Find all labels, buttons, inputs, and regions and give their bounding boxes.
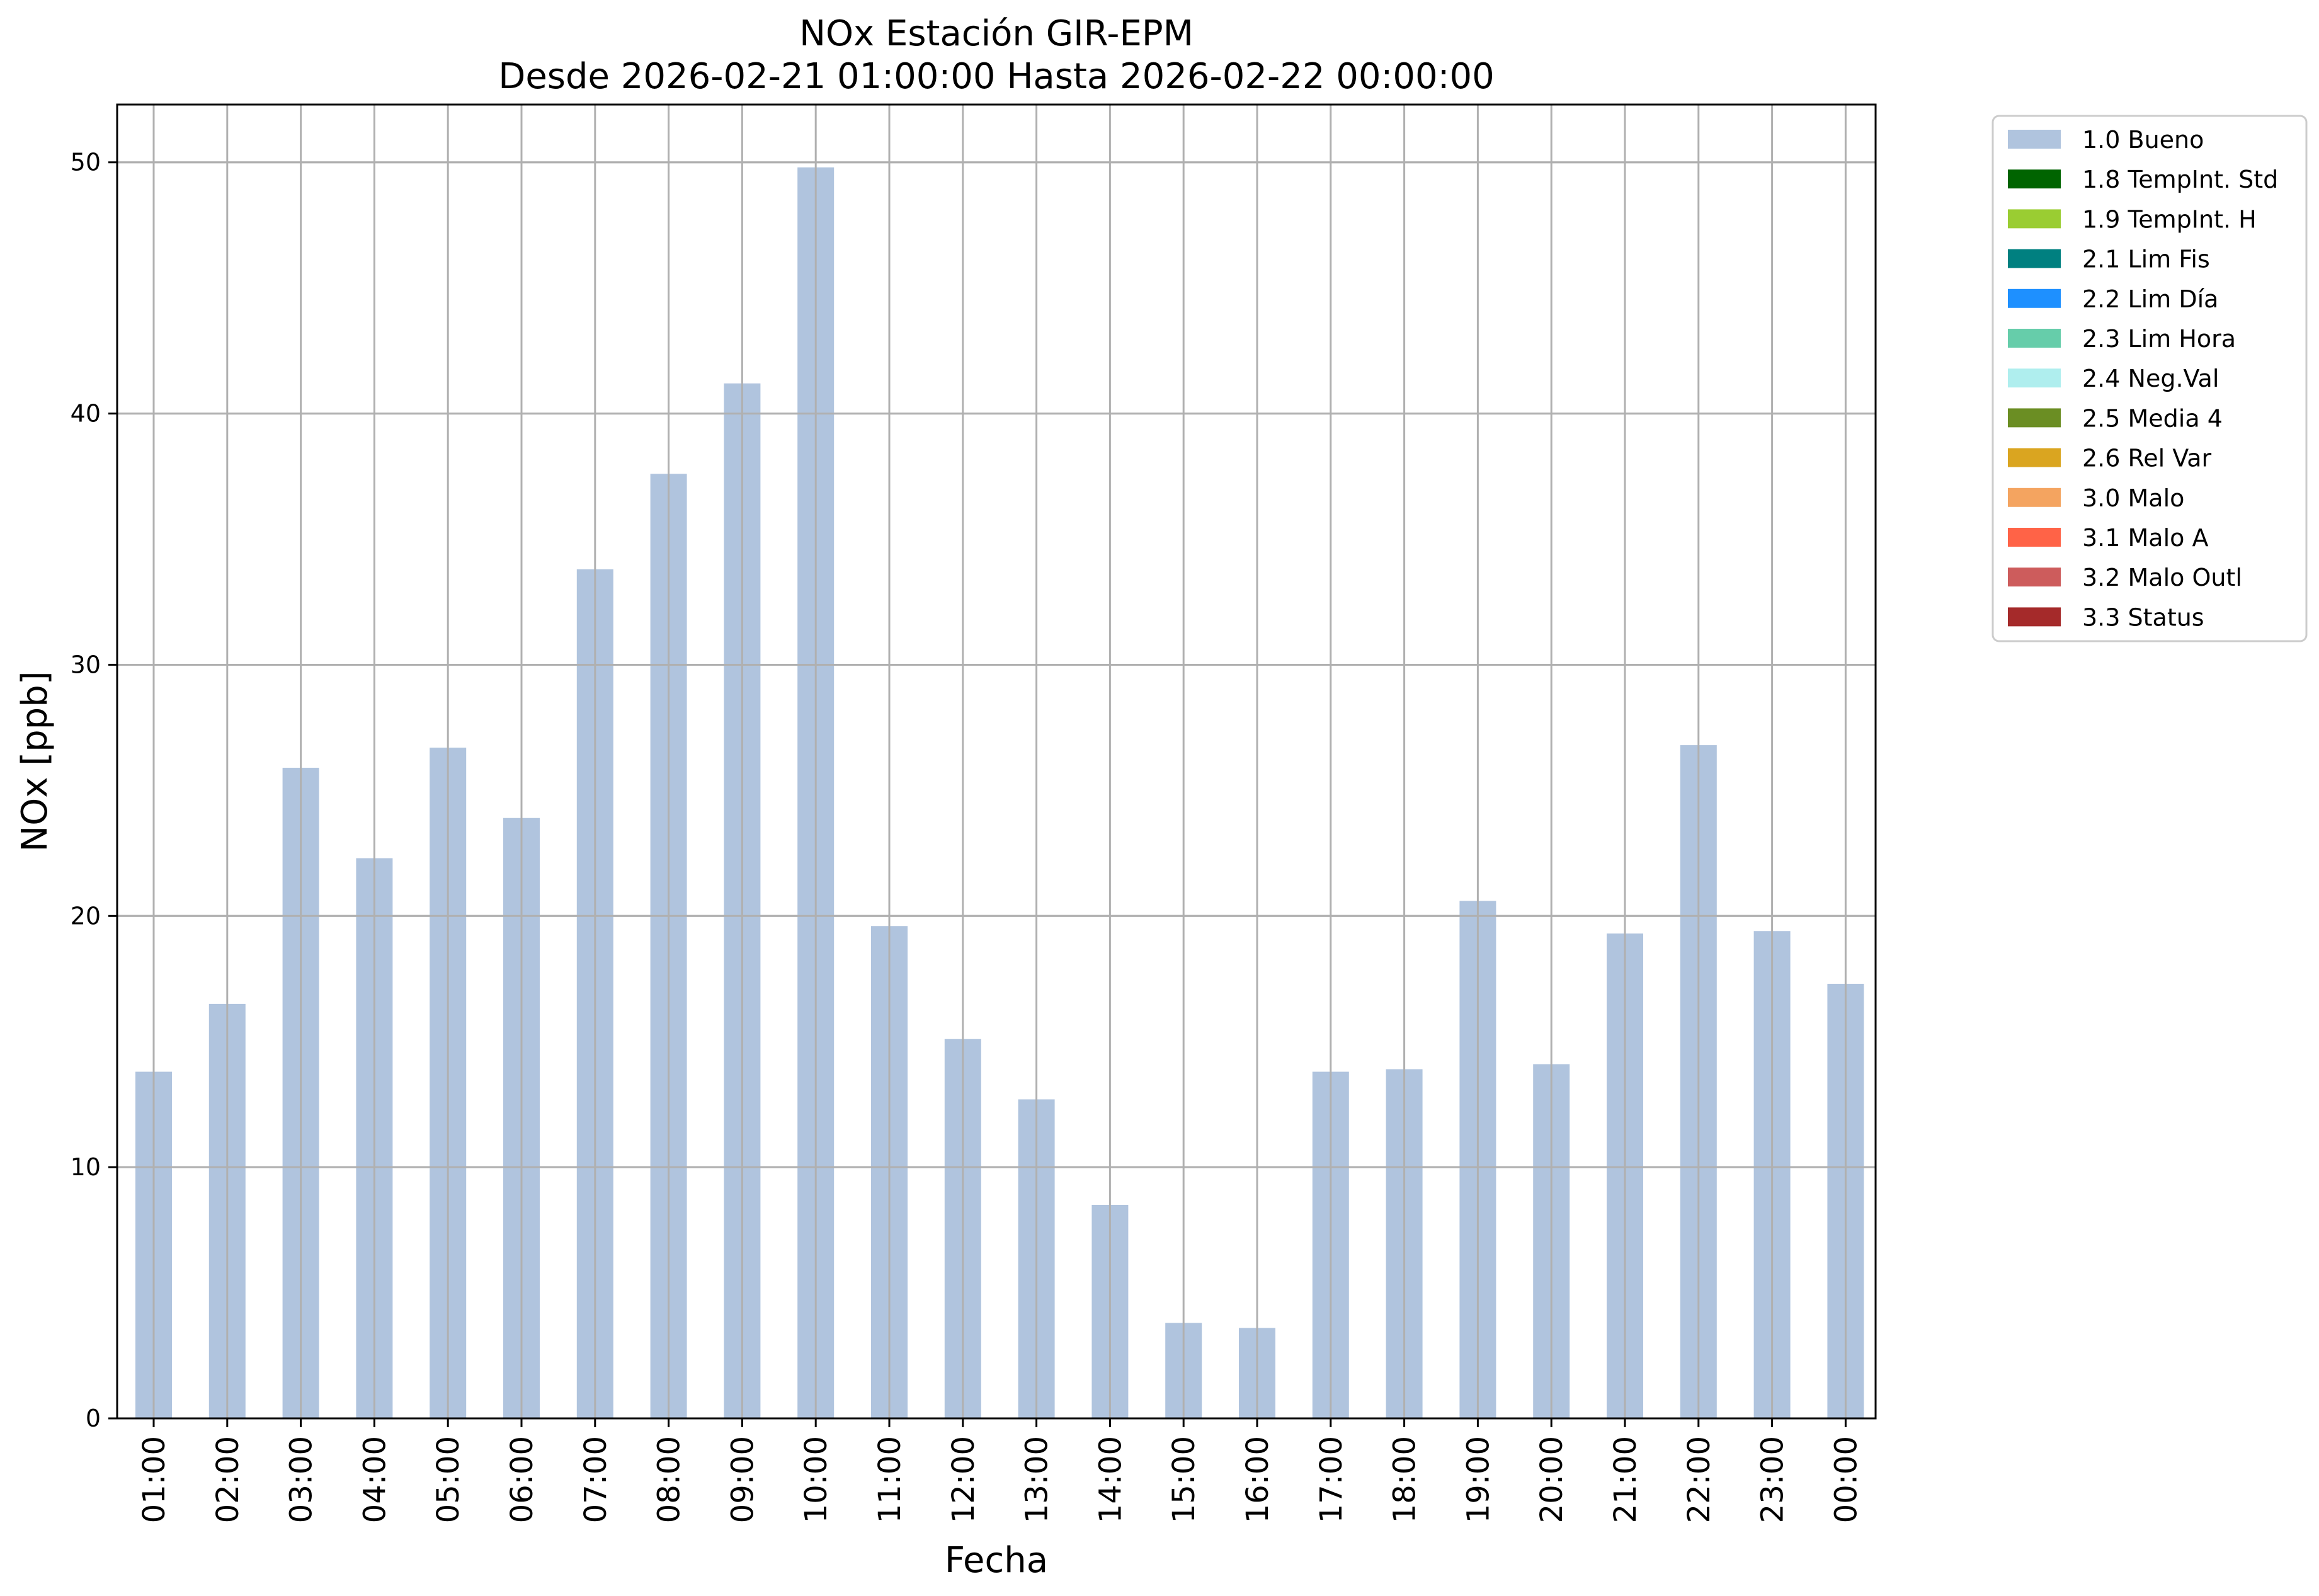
x-axis-label: Fecha [945, 1540, 1048, 1581]
legend-swatch [2008, 448, 2061, 467]
x-tick-label: 14:00 [1093, 1436, 1128, 1523]
y-tick-label: 20 [71, 902, 101, 930]
chart-subtitle: Desde 2026-02-21 01:00:00 Hasta 2026-02-… [498, 56, 1495, 97]
legend-swatch [2008, 329, 2061, 348]
y-tick-label: 50 [71, 149, 101, 176]
plot-frame [116, 103, 1877, 1420]
x-tick-label: 00:00 [1828, 1436, 1864, 1523]
x-tick-label: 09:00 [725, 1436, 760, 1523]
y-tick-label: 40 [71, 400, 101, 428]
legend-label: 2.4 Neg.Val [2082, 365, 2219, 392]
x-tick-label: 03:00 [284, 1436, 319, 1523]
x-tick-label: 08:00 [652, 1436, 687, 1523]
y-ticks: 0 10 20 30 40 50 [71, 149, 117, 1432]
x-tick-label: 12:00 [946, 1436, 981, 1523]
x-tick-label: 04:00 [357, 1436, 392, 1523]
legend-label: 2.6 Rel Var [2082, 445, 2212, 472]
legend-swatch [2008, 288, 2061, 308]
legend-label: 3.0 Malo [2082, 484, 2184, 512]
x-tick-label: 13:00 [1020, 1436, 1055, 1523]
x-tick-label: 05:00 [431, 1436, 466, 1523]
legend-box [1991, 115, 2308, 642]
legend-swatch [2008, 209, 2061, 229]
x-tick-label: 10:00 [799, 1436, 834, 1523]
legend-label: 2.5 Media 4 [2082, 404, 2223, 432]
x-tick-label: 19:00 [1461, 1436, 1496, 1523]
y-tick-label: 10 [71, 1153, 101, 1181]
legend-swatch [2008, 130, 2061, 149]
x-tick-label: 01:00 [137, 1436, 172, 1523]
x-tick-label: 23:00 [1755, 1436, 1791, 1523]
legend-label: 2.1 Lim Fis [2082, 246, 2210, 273]
y-tick-label: 0 [86, 1405, 101, 1432]
x-tick-label: 20:00 [1534, 1436, 1570, 1523]
legend-swatch [2008, 169, 2061, 189]
x-tick-label: 22:00 [1682, 1436, 1717, 1523]
x-tick-label: 02:00 [210, 1436, 246, 1523]
chart-title: NOx Estación GIR-EPM [799, 13, 1194, 54]
legend-swatch [2008, 607, 2061, 627]
x-tick-label: 17:00 [1314, 1436, 1349, 1523]
legend-label: 1.9 TempInt. H [2082, 205, 2257, 233]
x-tick-label: 15:00 [1166, 1436, 1202, 1523]
x-tick-label: 06:00 [504, 1436, 540, 1523]
legend-label: 1.8 TempInt. Std [2082, 166, 2278, 193]
x-tick-label: 07:00 [578, 1436, 613, 1523]
y-tick-label: 30 [71, 651, 101, 678]
legend-swatch [2008, 368, 2061, 388]
x-tick-label: 21:00 [1608, 1436, 1643, 1523]
y-axis-label: NOx [ppb] [14, 671, 55, 852]
legend: 1.0 Bueno 1.8 TempInt. Std 1.9 TempInt. H 2… [1991, 115, 2308, 642]
x-tick-label: 18:00 [1387, 1436, 1423, 1523]
legend-swatch [2008, 528, 2061, 547]
legend-label: 3.1 Malo A [2082, 524, 2208, 552]
legend-swatch [2008, 567, 2061, 587]
legend-swatch [2008, 487, 2061, 507]
bars [117, 161, 1876, 1419]
x-ticks: 01:00 02:00 03:00 04:00 05:00 06:00 07:00 08:00… [137, 1418, 1864, 1523]
legend-label: 3.2 Malo Outl [2082, 564, 2242, 591]
legend-swatch [2008, 249, 2061, 268]
legend-label: 2.2 Lim Día [2082, 285, 2218, 313]
legend-label: 2.3 Lim Hora [2082, 325, 2236, 353]
legend-swatch [2008, 408, 2061, 428]
x-tick-label: 11:00 [872, 1436, 908, 1523]
legend-label: 3.3 Status [2082, 603, 2204, 631]
x-tick-label: 16:00 [1240, 1436, 1275, 1523]
legend-label: 1.0 Bueno [2082, 126, 2204, 154]
